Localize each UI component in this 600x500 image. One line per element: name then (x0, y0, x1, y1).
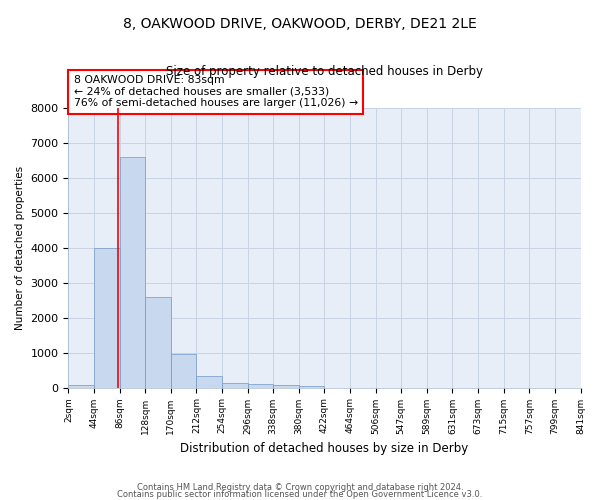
Bar (68, 385, 94, 388)
Bar (171, 354, 196, 388)
Text: Contains public sector information licensed under the Open Government Licence v3: Contains public sector information licen… (118, 490, 482, 499)
Bar (145, 297, 171, 388)
Bar (299, 386, 325, 388)
Bar (248, 384, 273, 388)
Text: 8 OAKWOOD DRIVE: 83sqm
← 24% of detached houses are smaller (3,533)
76% of semi-: 8 OAKWOOD DRIVE: 83sqm ← 24% of detached… (74, 75, 358, 108)
Bar (119, 157, 145, 388)
Text: Contains HM Land Registry data © Crown copyright and database right 2024.: Contains HM Land Registry data © Crown c… (137, 484, 463, 492)
Bar (196, 376, 222, 388)
X-axis label: Distribution of detached houses by size in Derby: Distribution of detached houses by size … (181, 442, 469, 455)
Title: Size of property relative to detached houses in Derby: Size of property relative to detached ho… (166, 65, 483, 78)
Text: 8, OAKWOOD DRIVE, OAKWOOD, DERBY, DE21 2LE: 8, OAKWOOD DRIVE, OAKWOOD, DERBY, DE21 2… (123, 18, 477, 32)
Bar (273, 386, 299, 388)
Bar (94, 248, 119, 388)
Y-axis label: Number of detached properties: Number of detached properties (15, 166, 25, 330)
Bar (222, 383, 248, 388)
